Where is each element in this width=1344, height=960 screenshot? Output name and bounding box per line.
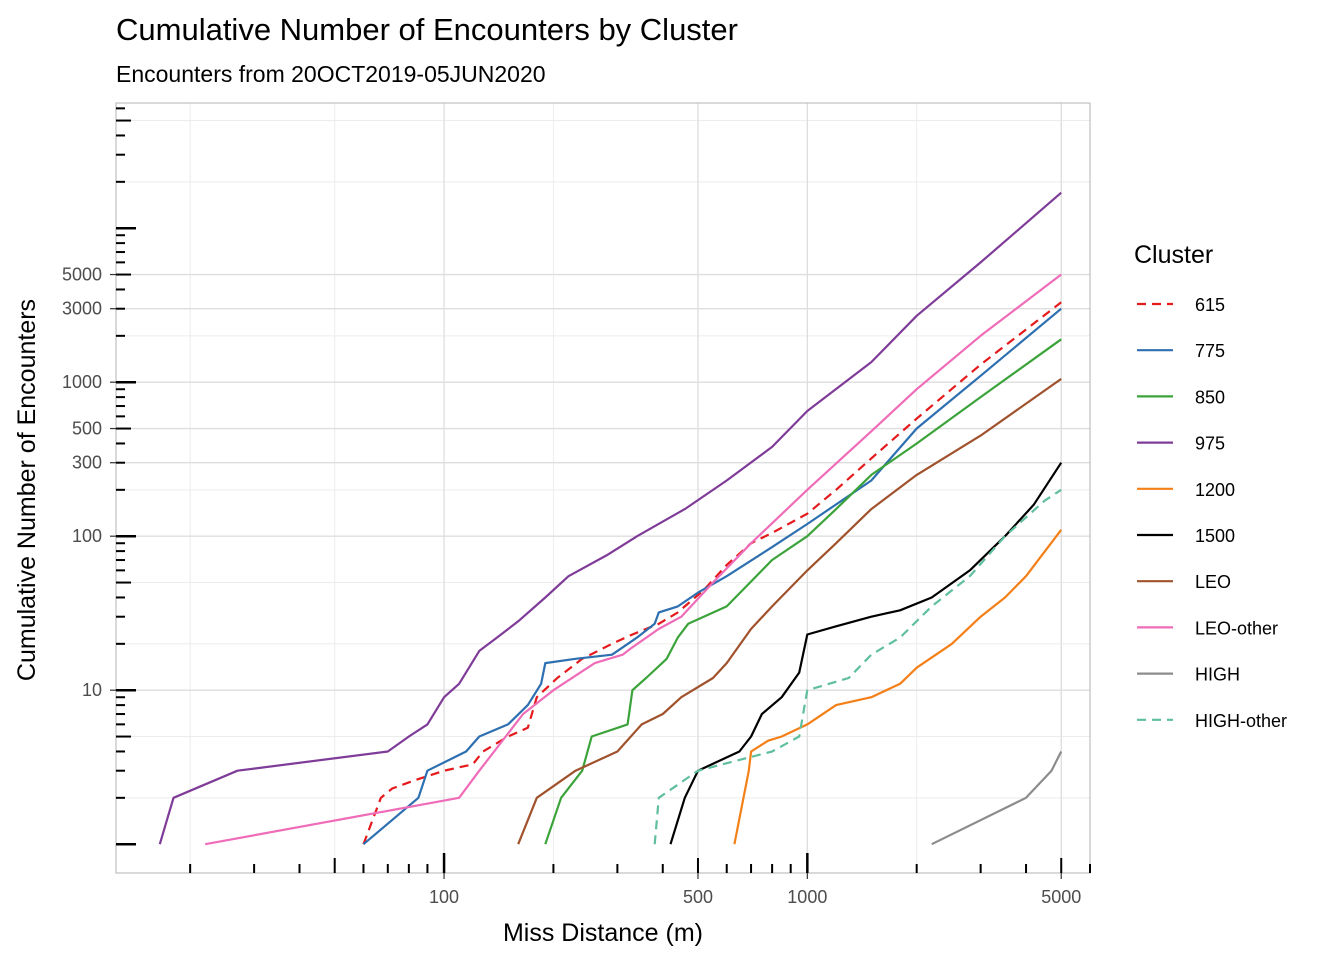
legend-label: 775 (1195, 341, 1225, 361)
legend-title: Cluster (1134, 241, 1213, 269)
series-line-850 (544, 338, 1062, 845)
grid (116, 103, 1090, 873)
legend-label: HIGH-other (1195, 711, 1287, 731)
legend-label: 1200 (1195, 480, 1235, 500)
y-tick-label: 500 (72, 419, 102, 439)
legend: Cluster 615 775 850 975 1200 1500 LEO LEO-other… (1134, 241, 1287, 731)
legend-label: HIGH (1195, 665, 1240, 685)
y-tick-label: 5000 (62, 265, 102, 285)
series-line-high-other (653, 488, 1062, 845)
series-line-high (931, 751, 1063, 846)
axes: 100 500 1000 5000 10 100 300 500 1000 3000 5000 (62, 107, 1091, 907)
legend-label: 1500 (1195, 526, 1235, 546)
series-lines (158, 191, 1063, 846)
series-line-1200 (733, 529, 1063, 845)
y-axis-title: Cumulative Number of Encounters (13, 299, 41, 681)
x-axis-title: Miss Distance (m) (503, 919, 703, 947)
legend-label: 615 (1195, 295, 1225, 315)
y-tick-label: 100 (72, 526, 102, 546)
legend-label: 975 (1195, 434, 1225, 454)
chart-title: Cumulative Number of Encounters by Clust… (116, 12, 738, 47)
y-tick-label: 300 (72, 453, 102, 473)
x-tick-label: 100 (429, 887, 459, 907)
series-line-615 (362, 301, 1062, 845)
y-tick-label: 1000 (62, 372, 102, 392)
legend-label: LEO (1195, 572, 1231, 592)
series-line-775 (362, 307, 1062, 846)
x-tick-label: 500 (683, 887, 713, 907)
x-tick-label: 1000 (787, 887, 827, 907)
legend-label: 850 (1195, 387, 1225, 407)
y-tick-label: 3000 (62, 299, 102, 319)
series-line-leo (517, 378, 1062, 845)
plot-panel (115, 102, 1091, 874)
series-line-leo-other (205, 273, 1062, 846)
series-line-1500 (669, 462, 1063, 845)
legend-label: LEO-other (1195, 618, 1278, 638)
series-line-975 (158, 191, 1062, 845)
x-tick-label: 5000 (1041, 887, 1081, 907)
y-tick-label: 10 (82, 680, 102, 700)
chart-subtitle: Encounters from 20OCT2019-05JUN2020 (116, 61, 546, 87)
